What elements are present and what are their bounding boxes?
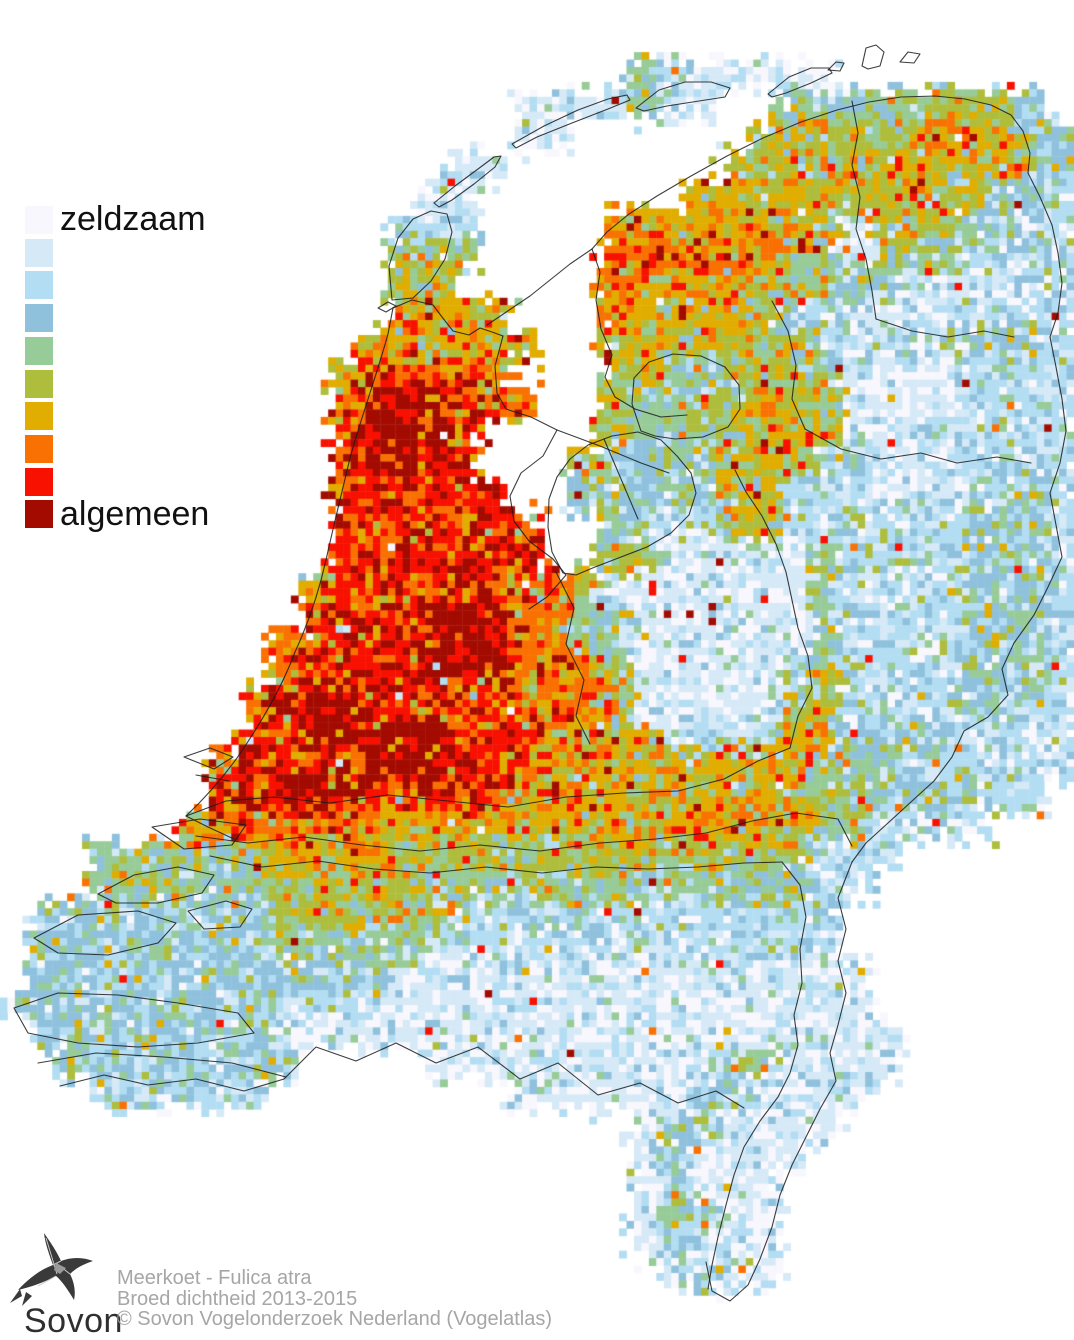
legend-swatch <box>25 402 53 431</box>
legend-swatch <box>25 434 53 463</box>
sovon-logo: Sovon <box>6 1230 126 1340</box>
legend-swatch <box>25 271 53 300</box>
map-caption: Meerkoet - Fulica atra Broed dichtheid 2… <box>117 1268 552 1330</box>
legend-swatch <box>25 304 53 333</box>
legend-label-common: algemeen <box>60 495 210 533</box>
legend-swatch <box>25 336 53 365</box>
legend-swatch <box>25 500 53 529</box>
caption-subtitle: Broed dichtheid 2013-2015 <box>117 1287 358 1310</box>
caption-copyright: © Sovon Vogelonderzoek Nederland (Vogela… <box>117 1308 553 1331</box>
legend-swatch <box>25 369 53 398</box>
swallow-icon <box>10 1233 93 1306</box>
sovon-wordmark: Sovon <box>24 1302 123 1340</box>
legend-swatch <box>25 467 53 496</box>
legend-swatch <box>25 238 53 267</box>
legend-label-rare: zeldzaam <box>60 200 206 238</box>
legend-swatch <box>25 206 53 234</box>
caption-species: Meerkoet - Fulica atra <box>117 1267 312 1289</box>
